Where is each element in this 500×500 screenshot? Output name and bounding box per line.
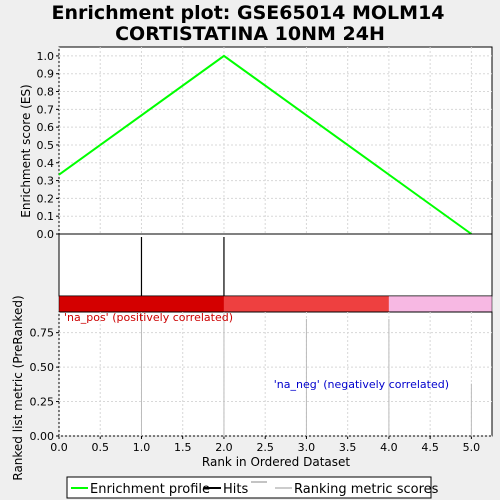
metric-ytick-label-1: 0.25 [30,396,55,409]
legend-label-1: Hits [223,482,248,497]
metric-axis-label: Ranked list metric (PreRanked) [11,295,25,480]
xtick-label-0: 0.0 [50,441,68,454]
es-panel: 0.0 0.1 0.2 0.3 0.4 0.5 0.6 0.7 0.8 0.9 1.0 [37,46,493,241]
es-ytick-label-8: 0.8 [37,86,55,99]
xtick-label-10: 5.0 [463,441,481,454]
xtick-label-6: 3.0 [298,441,316,454]
es-ytick-label-9: 0.9 [37,68,55,81]
enrichment-profile-line-0 [58,54,472,235]
xtick-label-1: 0.5 [91,441,109,454]
hits-area [58,233,493,297]
metric-plot-area [58,311,493,437]
metric-ytick-label-2: 0.50 [30,361,55,374]
es-ytick-label-10: 1.0 [37,50,55,63]
xtick-label-9: 4.5 [421,441,439,454]
es-ytick-label-6: 0.6 [37,121,55,134]
x-axis-label: Rank in Ordered Dataset [202,455,350,469]
xtick-label-3: 1.5 [174,441,192,454]
metric-ytick-label-3: 0.75 [30,327,55,340]
es-ytick-label-5: 0.5 [37,139,55,152]
color-bar-segment-0 [59,296,224,312]
es-ytick-label-4: 0.4 [37,157,55,170]
es-ytick-label-2: 0.2 [37,192,55,205]
annotation-1: 'na_neg' (negatively correlated) [274,378,449,391]
xtick-label-8: 4.0 [380,441,398,454]
ranked-metric-panel: 0.0 0.5 1.0 1.5 2.0 2.5 3.0 3.5 4.0 4.5 5.0 0.00 0.2… [30,311,493,454]
legend-label-2: Ranking metric scores [294,482,439,497]
xtick-label-7: 3.5 [339,441,357,454]
xtick-label-5: 2.5 [256,441,274,454]
legend-box [66,476,432,499]
es-plot-area [58,46,493,235]
chart-title-line1: Enrichment plot: GSE65014 MOLM14 [51,2,444,24]
es-ytick-label-7: 0.7 [37,103,55,116]
xtick-label-4: 2.0 [215,441,233,454]
chart-title-line2: CORTISTATINA 10NM 24H [115,23,385,45]
xtick-label-2: 1.0 [133,441,151,454]
es-ytick-label-3: 0.3 [37,175,55,188]
es-axis-label: Enrichment score (ES) [19,84,33,217]
color-bar-segment-1 [223,296,389,312]
es-ytick-label-1: 0.1 [37,210,55,223]
hits-panel [58,233,493,297]
metric-ytick-label-0: 0.00 [30,430,55,443]
color-bar-segment-2 [388,296,492,312]
legend: Enrichment profile Hits Ranking metric sco… [66,476,439,499]
legend-label-0: Enrichment profile [90,482,210,497]
es-ytick-label-0: 0.0 [37,228,55,241]
rank-color-bar [58,295,493,313]
annotation-0: 'na_pos' (positively correlated) [64,311,233,324]
